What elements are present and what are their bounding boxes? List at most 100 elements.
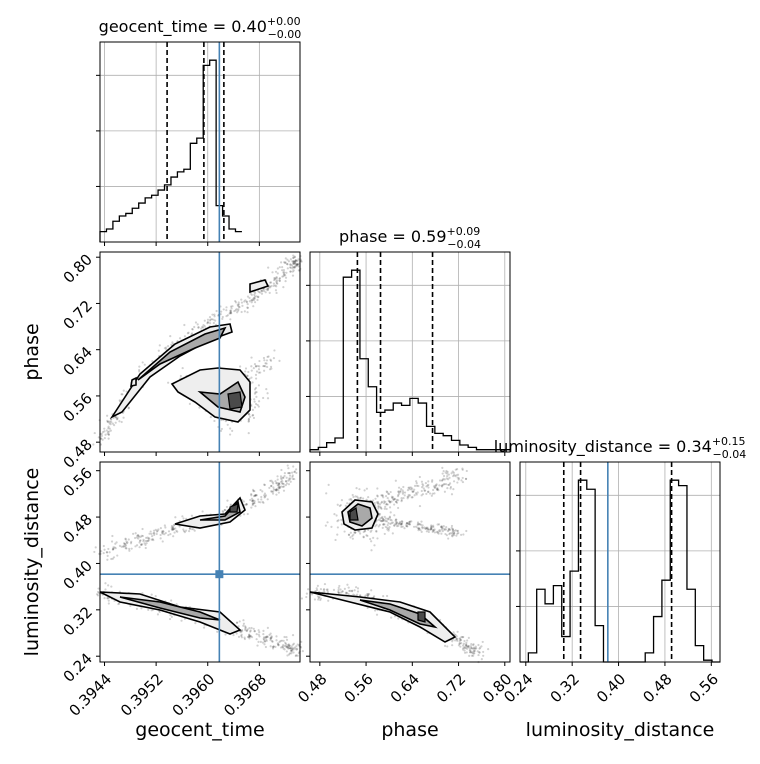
sample-point: [259, 371, 262, 374]
sample-point: [427, 486, 430, 489]
sample-point: [288, 652, 292, 655]
sample-point: [408, 520, 412, 523]
sample-point: [225, 505, 229, 509]
sample-point: [376, 537, 379, 540]
sample-point: [379, 517, 382, 520]
sample-point: [394, 522, 397, 525]
sample-point: [109, 429, 112, 432]
sample-point: [132, 532, 135, 535]
sample-point: [434, 484, 437, 487]
sample-point: [407, 493, 410, 497]
sample-point: [386, 503, 389, 506]
sample-point: [469, 651, 472, 654]
sample-point: [142, 538, 145, 541]
sample-point: [112, 556, 116, 559]
sample-point: [448, 482, 452, 485]
sample-point: [385, 503, 388, 506]
sample-point: [456, 639, 459, 642]
sample-point: [254, 386, 258, 390]
sample-point: [124, 547, 127, 550]
sample-point: [425, 527, 429, 530]
sample-point: [292, 256, 295, 260]
sample-point: [347, 586, 350, 589]
sample-point: [416, 521, 420, 524]
sample-point: [410, 496, 413, 499]
sample-point: [472, 650, 475, 653]
sample-point: [182, 528, 185, 531]
sample-point: [402, 496, 405, 500]
sample-point: [122, 545, 125, 548]
sample-point: [285, 638, 289, 641]
sample-point: [463, 649, 466, 652]
sample-point: [262, 501, 265, 504]
sample-point: [122, 544, 125, 548]
sample-point: [241, 304, 244, 307]
sample-point: [141, 361, 144, 364]
sample-point: [386, 528, 389, 531]
sample-point: [288, 477, 291, 480]
sample-point: [395, 522, 399, 525]
sample-point: [230, 307, 233, 310]
sample-point: [452, 475, 455, 478]
sample-point: [362, 536, 365, 539]
sample-point: [253, 293, 256, 296]
hist-step-phase: [309, 269, 510, 452]
sample-point: [223, 508, 227, 512]
sample-point: [171, 528, 174, 531]
sample-point: [273, 349, 276, 352]
sample-point: [248, 634, 251, 637]
sample-point: [251, 414, 254, 417]
sample-point: [420, 520, 423, 523]
sample-point: [110, 420, 113, 424]
sample-point: [251, 381, 254, 384]
sample-point: [128, 549, 131, 552]
title-sup: +0.09: [447, 225, 481, 238]
sample-point: [291, 477, 295, 481]
sample-point: [414, 492, 418, 495]
x-tick-label-geocent_time: 0.3952: [117, 670, 167, 720]
sample-point: [456, 529, 460, 532]
sample-point: [257, 295, 260, 298]
sample-point: [430, 494, 433, 497]
sample-point: [366, 594, 370, 597]
sample-point: [359, 594, 362, 597]
sample-point: [150, 593, 153, 596]
title-main: luminosity_distance = 0.34: [494, 437, 712, 457]
sample-point: [181, 515, 184, 518]
sample-point: [184, 529, 188, 532]
sample-point: [280, 261, 283, 264]
sample-point: [100, 550, 103, 553]
sample-point: [444, 532, 447, 536]
sample-point: [107, 425, 110, 428]
sample-point: [244, 299, 247, 302]
sample-point: [453, 473, 456, 477]
sample-point: [383, 502, 386, 505]
sample-point: [100, 437, 103, 440]
sample-point: [419, 528, 422, 532]
sample-point: [403, 494, 406, 497]
sample-point: [284, 274, 287, 277]
sample-point: [367, 496, 370, 499]
sample-point: [279, 639, 282, 643]
sample-point: [215, 309, 218, 313]
sample-point: [419, 523, 423, 526]
sample-point: [278, 485, 282, 488]
sample-point: [111, 534, 114, 538]
sample-point: [257, 384, 261, 387]
sample-point: [446, 529, 450, 533]
sample-point: [125, 390, 128, 393]
sample-point: [283, 644, 286, 647]
sample-point: [415, 480, 418, 483]
sample-point: [470, 646, 473, 650]
sample-point: [446, 472, 449, 475]
sample-point: [138, 539, 142, 543]
sample-point: [464, 477, 468, 480]
sample-point: [266, 392, 269, 395]
sample-point: [209, 318, 212, 321]
sample-point: [469, 649, 472, 652]
sample-point: [188, 530, 191, 533]
sample-point: [418, 527, 421, 530]
sample-point: [272, 482, 275, 485]
sample-point: [465, 643, 468, 647]
sample-point: [388, 500, 392, 503]
